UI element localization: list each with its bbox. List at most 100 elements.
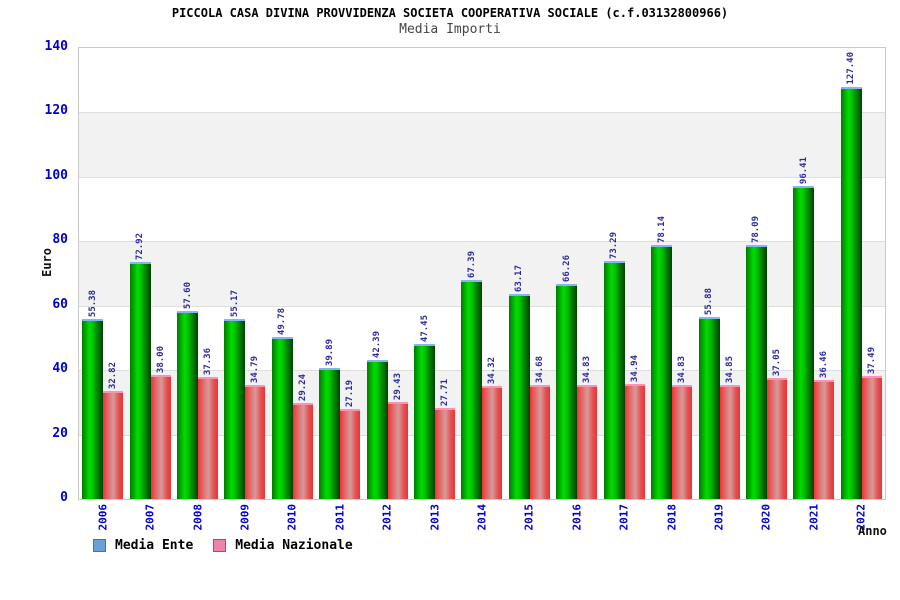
value-label: 57.60: [182, 281, 193, 309]
y-tick-label: 40: [52, 361, 68, 377]
chart-title: PICCOLA CASA DIVINA PROVVIDENZA SOCIETA …: [171, 6, 729, 20]
bar-nazionale-2020: 37.05: [766, 349, 787, 499]
value-label: 34.83: [677, 355, 688, 383]
bar-ente-2014: 67.39: [461, 251, 483, 499]
value-label: 96.41: [798, 156, 809, 184]
value-label: 36.46: [819, 350, 830, 378]
bar-group-2010: 49.78 29.24 2010: [269, 48, 316, 531]
value-label: 27.19: [345, 379, 356, 407]
value-label: 66.26: [561, 254, 572, 282]
bar-nazionale-2006: 32.82: [103, 362, 124, 499]
value-label: 67.39: [466, 250, 477, 278]
value-label: 34.68: [534, 355, 545, 383]
value-label: 127.40: [846, 52, 857, 85]
bar-group-2020: 78.09 37.05 2020: [743, 48, 790, 531]
bar-ente-2022: 127.40: [840, 52, 862, 499]
bar-ente-2007: 72.92: [129, 233, 151, 499]
value-label: 34.32: [487, 356, 498, 384]
y-tick-label: 100: [44, 167, 68, 183]
value-label: 37.49: [866, 346, 877, 374]
value-label: 29.43: [392, 372, 403, 400]
bar-group-2022: 127.40 37.49 2022: [838, 48, 885, 531]
x-tick-label: 2008: [191, 504, 205, 531]
bar-ente-2021: 96.41: [793, 157, 815, 499]
bar-nazionale-2022: 37.49: [861, 347, 882, 499]
x-axis-title: Anno: [858, 524, 887, 538]
legend-label-nazionale: Media Nazionale: [235, 538, 353, 553]
bar-ente-2006: 55.38: [82, 290, 104, 499]
x-tick-label: 2011: [333, 504, 347, 531]
bar-nazionale-2007: 38.00: [150, 346, 171, 499]
y-tick-label: 20: [52, 425, 68, 441]
value-label: 55.88: [704, 287, 715, 315]
x-tick-label: 2021: [807, 504, 821, 531]
bar-nazionale-2021: 36.46: [814, 351, 835, 499]
value-label: 39.89: [324, 338, 335, 366]
value-label: 37.36: [203, 347, 214, 375]
x-tick-label: 2017: [617, 504, 631, 531]
x-tick-label: 2014: [475, 504, 489, 531]
value-label: 55.17: [229, 289, 240, 317]
x-tick-label: 2020: [759, 504, 773, 531]
legend-label-ente: Media Ente: [115, 538, 194, 553]
value-label: 27.71: [440, 378, 451, 406]
value-label: 78.14: [656, 215, 667, 243]
x-tick-label: 2015: [522, 504, 536, 531]
value-label: 47.45: [419, 314, 430, 342]
plot-band: [79, 112, 885, 178]
bar-group-2012: 42.39 29.43 2012: [363, 48, 410, 531]
value-label: 42.39: [372, 330, 383, 358]
bar-ente-2011: 39.89: [319, 339, 341, 499]
bar-group-2018: 78.14 34.83 2018: [648, 48, 695, 531]
bar-nazionale-2014: 34.32: [482, 357, 503, 499]
value-label: 38.00: [155, 345, 166, 373]
bar-ente-2018: 78.14: [651, 216, 673, 499]
bar-nazionale-2016: 34.83: [577, 356, 598, 499]
bar-nazionale-2009: 34.79: [245, 356, 266, 499]
y-tick-label: 140: [44, 39, 68, 54]
bar-nazionale-2018: 34.83: [672, 356, 693, 499]
value-label: 29.24: [297, 373, 308, 401]
x-tick-label: 2016: [570, 504, 584, 531]
bar-nazionale-2008: 37.36: [198, 348, 219, 499]
value-label: 34.85: [724, 355, 735, 383]
bar-group-2017: 73.29 34.94 2017: [601, 48, 648, 531]
bar-ente-2017: 73.29: [603, 232, 625, 499]
value-label: 73.29: [609, 231, 620, 259]
x-tick-label: 2010: [285, 504, 299, 531]
y-tick-label: 60: [52, 296, 68, 312]
value-label: 32.82: [108, 361, 119, 389]
bar-ente-2019: 55.88: [698, 288, 720, 499]
x-tick-label: 2018: [665, 504, 679, 531]
value-label: 37.05: [771, 348, 782, 376]
bar-group-2007: 72.92 38.00 2007: [126, 48, 173, 531]
bar-group-2014: 67.39 34.32 2014: [458, 48, 505, 531]
value-label: 55.38: [87, 289, 98, 317]
bar-group-2008: 57.60 37.36 2008: [174, 48, 221, 531]
y-tick-label: 0: [60, 490, 68, 505]
y-axis-ticks: 0 20 40 60 80 100 120 140: [0, 40, 72, 505]
bar-group-2021: 96.41 36.46 2021: [790, 48, 837, 531]
bar-nazionale-2013: 27.71: [435, 379, 456, 499]
bar-ente-2010: 49.78: [271, 308, 293, 499]
x-tick-label: 2012: [380, 504, 394, 531]
bar-nazionale-2015: 34.68: [529, 356, 550, 499]
chart-subtitle: Media Importi: [399, 22, 501, 37]
legend-item-media-nazionale: Media Nazionale: [213, 538, 353, 553]
x-tick-label: 2013: [428, 504, 442, 531]
value-label: 63.17: [514, 264, 525, 292]
legend-item-media-ente: Media Ente: [93, 538, 193, 553]
y-tick-label: 80: [52, 232, 68, 248]
bar-ente-2015: 63.17: [508, 265, 530, 499]
value-label: 34.83: [582, 355, 593, 383]
legend-swatch-ente: [93, 539, 106, 552]
bar-ente-2012: 42.39: [366, 331, 388, 499]
bar-group-2006: 55.38 32.82 2006: [79, 48, 126, 531]
bar-ente-2008: 57.60: [177, 282, 199, 499]
x-tick-label: 2007: [143, 504, 157, 531]
legend: Media Ente Media Nazionale: [93, 538, 353, 553]
bar-group-2019: 55.88 34.85 2019: [695, 48, 742, 531]
bar-group-2009: 55.17 34.79 2009: [221, 48, 268, 531]
bar-group-2015: 63.17 34.68 2015: [506, 48, 553, 531]
x-tick-label: 2019: [712, 504, 726, 531]
